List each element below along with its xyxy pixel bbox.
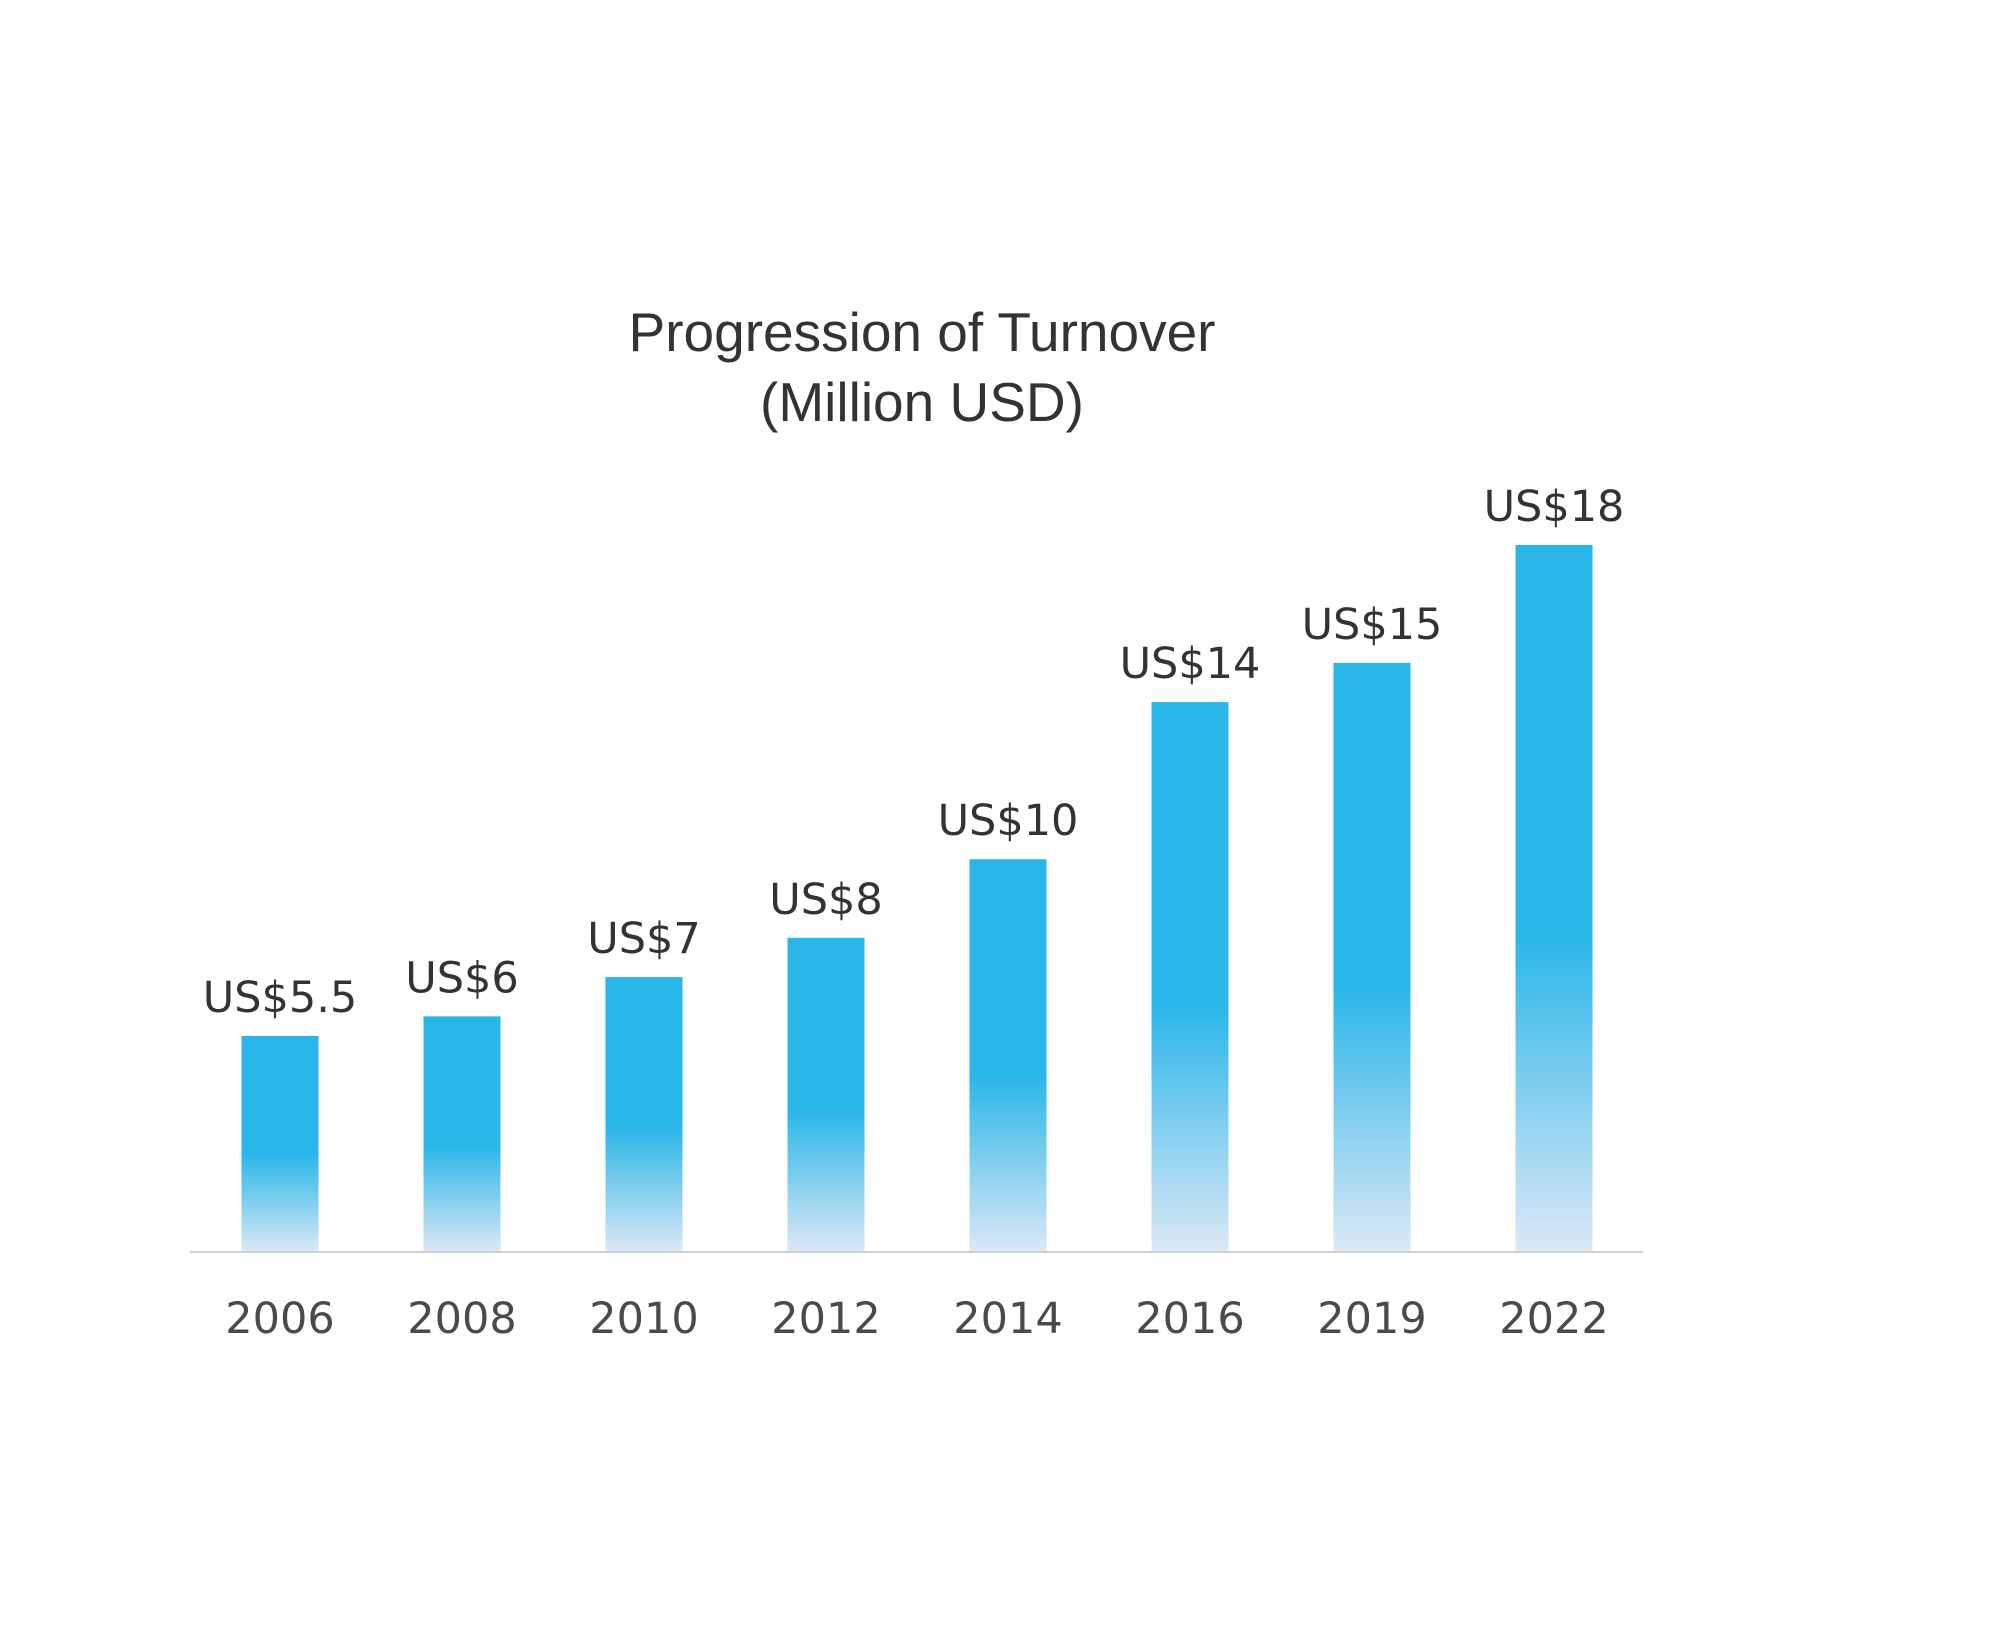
x-tick-label-2010: 2010 bbox=[589, 1294, 698, 1344]
x-tick-labels-group: 2006 2008 2010 2012 2014 2016 2019 2022 bbox=[225, 1294, 1608, 1344]
bar-2022 bbox=[1515, 545, 1593, 1252]
bar-2006 bbox=[241, 1035, 319, 1252]
chart-title: Progression of Turnover bbox=[629, 301, 1216, 363]
bar-2014 bbox=[969, 859, 1047, 1252]
x-tick-label-2016: 2016 bbox=[1135, 1294, 1244, 1344]
value-label-2016: US$14 bbox=[1120, 639, 1261, 689]
bar-2008 bbox=[423, 1016, 501, 1252]
x-tick-label-2019: 2019 bbox=[1317, 1294, 1426, 1344]
value-label-2019: US$15 bbox=[1302, 600, 1443, 650]
value-label-2014: US$10 bbox=[938, 796, 1079, 846]
x-tick-label-2008: 2008 bbox=[407, 1294, 516, 1344]
bars-group bbox=[241, 545, 1593, 1252]
chart-subtitle: (Million USD) bbox=[760, 371, 1084, 433]
x-tick-label-2022: 2022 bbox=[1499, 1294, 1608, 1344]
bar-2012 bbox=[787, 937, 865, 1252]
bar-2019 bbox=[1333, 662, 1411, 1252]
value-label-2012: US$8 bbox=[769, 875, 882, 925]
x-tick-label-2012: 2012 bbox=[771, 1294, 880, 1344]
x-tick-label-2006: 2006 bbox=[225, 1294, 334, 1344]
value-label-2010: US$7 bbox=[587, 914, 700, 964]
value-label-2008: US$6 bbox=[405, 953, 518, 1003]
bar-2016 bbox=[1151, 702, 1229, 1252]
bar-2010 bbox=[605, 977, 683, 1252]
value-labels-group: US$5.5 US$6 US$7 US$8 US$10 US$14 US$15 US$18 bbox=[203, 482, 1625, 1023]
x-tick-label-2014: 2014 bbox=[953, 1294, 1062, 1344]
value-label-2022: US$18 bbox=[1484, 482, 1625, 532]
value-label-2006: US$5.5 bbox=[203, 973, 358, 1023]
